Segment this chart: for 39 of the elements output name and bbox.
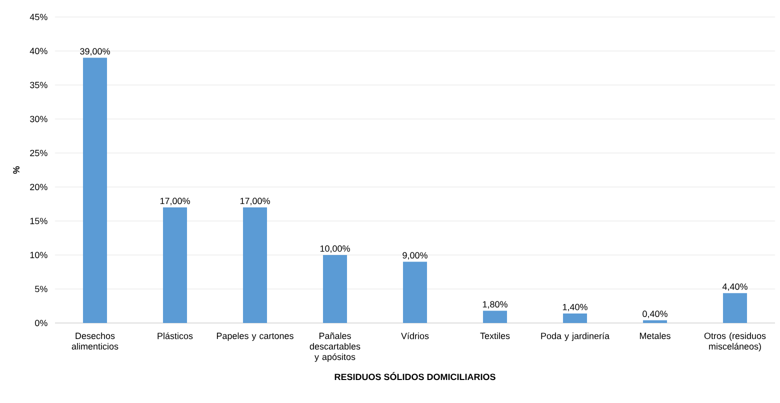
data-label: 17,00% [160,198,190,206]
bar [403,262,428,323]
x-tick-label: Metales [640,332,670,340]
bar [483,310,508,323]
y-tick-label: 35% [30,82,48,88]
y-axis-title: % [13,166,20,174]
x-tick-label: Textiles [480,332,510,340]
x-tick-label: Desechos alimenticios [72,332,118,350]
bar [163,207,187,323]
y-tick-label: 15% [30,218,48,224]
y-tick-label: 25% [30,150,48,156]
bar [723,293,748,323]
data-label: 1,40% [562,304,588,312]
y-tick-label: 5% [35,286,48,292]
y-tick-label: 0% [35,320,48,326]
y-tick-label: 40% [30,48,48,54]
y-tick-label: 30% [30,116,48,122]
bar [243,207,267,323]
x-tick-label: Plásticos [158,332,193,340]
x-axis-title: RESIDUOS SÓLIDOS DOMICILIARIOS [334,372,496,380]
data-label: 39,00% [80,48,110,56]
x-tick-label: Otros (residuos misceláneos) [704,332,766,352]
bar [563,313,588,323]
bar [323,255,347,323]
x-tick-label: Vídrios [401,332,429,340]
x-tick-label: Poda y jardinería [541,332,610,341]
data-label: 1,80% [482,301,508,309]
y-tick-label: 45% [30,14,48,20]
bar [83,58,107,323]
data-label: 9,00% [402,252,428,260]
y-tick-label: 20% [30,184,48,190]
x-tick-label: Papeles y cartones [216,332,294,341]
data-label: 0,40% [642,310,668,318]
x-tick-label: Pañales descartables y apósitos [310,332,360,362]
y-tick-label: 10% [30,252,48,258]
bar [643,320,668,323]
data-label: 17,00% [240,198,270,206]
data-label: 10,00% [320,245,350,253]
data-label: 4,40% [722,283,748,291]
